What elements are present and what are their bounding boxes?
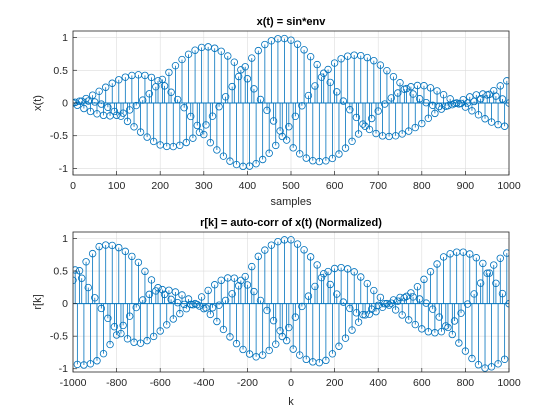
bottom-x-tick-label: -600	[150, 377, 171, 389]
top-x-tick-label: 100	[108, 180, 126, 192]
bottom-x-tick-label: -1000	[60, 377, 87, 389]
bottom-x-tick-label: -800	[106, 377, 127, 389]
bottom-x-tick-label: 0	[288, 377, 294, 389]
bottom-subplot: -1000 -800 -600 -400 -200 0 200 400 600 800 1000 -…	[32, 217, 521, 408]
top-subplot: 0 100 200 300 400 500 600 700 800 900 1000 -1 -0.5 0…	[32, 16, 521, 208]
bottom-y-tick-label: -1	[59, 363, 68, 375]
top-y-tick-label: 0	[62, 98, 68, 110]
top-y-tick-label: -0.5	[50, 130, 68, 142]
top-chart-title: x(t) = sin*env	[257, 16, 327, 28]
bottom-x-tick-label: -400	[193, 377, 214, 389]
bottom-x-tick-label: -200	[237, 377, 258, 389]
bottom-x-axis-label: k	[288, 396, 294, 408]
top-y-tick-label: -1	[59, 163, 68, 175]
top-x-tick-label: 300	[195, 180, 213, 192]
bottom-y-axis-label: r[k]	[32, 294, 44, 309]
bottom-x-tick-label: 1000	[497, 377, 521, 389]
bottom-x-tick-label: 400	[369, 377, 387, 389]
top-x-tick-label: 200	[151, 180, 169, 192]
top-x-tick-label: 900	[457, 180, 475, 192]
bottom-chart-title: r[k] = auto-corr of x(t) (Normalized)	[200, 217, 382, 229]
top-x-tick-label: 1000	[497, 180, 521, 192]
top-x-tick-label: 600	[326, 180, 344, 192]
top-x-tick-label: 400	[239, 180, 257, 192]
bottom-x-tick-label: 200	[326, 377, 344, 389]
top-x-tick-label: 0	[70, 180, 76, 192]
bottom-x-tick-label: 600	[413, 377, 431, 389]
top-x-tick-label: 800	[413, 180, 431, 192]
top-y-tick-label: 1	[62, 32, 68, 44]
top-y-axis-label: x(t)	[32, 95, 44, 111]
bottom-y-tick-label: 0.5	[53, 266, 68, 278]
top-x-tick-label: 500	[282, 180, 300, 192]
bottom-y-tick-label: -0.5	[50, 331, 68, 343]
top-y-tick-label: 0.5	[53, 65, 68, 77]
bottom-y-tick-label: 1	[62, 233, 68, 245]
top-x-axis-label: samples	[271, 196, 312, 208]
bottom-y-tick-label: 0	[62, 298, 68, 310]
bottom-x-tick-label: 800	[457, 377, 475, 389]
top-x-tick-label: 700	[369, 180, 387, 192]
